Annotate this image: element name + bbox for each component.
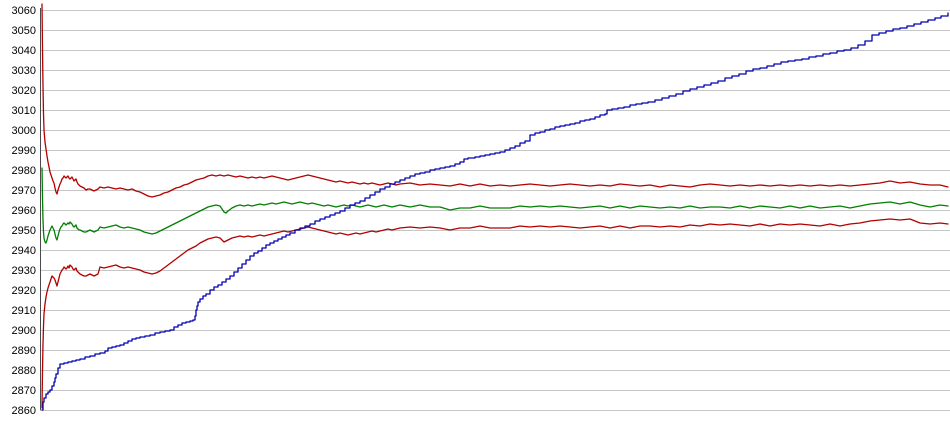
y-axis-tick-label: 2930 bbox=[12, 265, 36, 277]
y-axis-tick-label: 2880 bbox=[12, 365, 36, 377]
y-axis-tick-label: 2940 bbox=[12, 245, 36, 257]
series-cumulative-blue-line bbox=[41, 12, 949, 411]
y-axis-tick-label: 2980 bbox=[12, 165, 36, 177]
y-axis-tick-label: 2870 bbox=[12, 385, 36, 397]
series-mean-green-line bbox=[41, 167, 949, 244]
y-axis-tick-labels: 3060 3050 3040 3030 3020 3010 3000 2990 2980 2970… bbox=[12, 5, 36, 417]
y-axis-tick-label: 2970 bbox=[12, 185, 36, 197]
y-axis-tick-label: 2990 bbox=[12, 145, 36, 157]
y-axis-tick-label: 3050 bbox=[12, 25, 36, 37]
y-axis-tick-label: 2890 bbox=[12, 345, 36, 357]
y-axis-tick-label: 2860 bbox=[12, 405, 36, 417]
y-axis-tick-label: 3040 bbox=[12, 45, 36, 57]
y-axis-tick-label: 2920 bbox=[12, 285, 36, 297]
y-axis-tick-label: 3030 bbox=[12, 65, 36, 77]
y-axis-tick-label: 3020 bbox=[12, 85, 36, 97]
y-axis-tick-label: 3000 bbox=[12, 125, 36, 137]
series-lower-bound-red-line bbox=[41, 218, 949, 409]
y-axis-tick-label: 3010 bbox=[12, 105, 36, 117]
y-axis-tick-label: 3060 bbox=[12, 5, 36, 17]
y-axis-tick-label: 2900 bbox=[12, 325, 36, 337]
series-upper-bound-red-line bbox=[41, 3, 949, 198]
y-axis-tick-label: 2910 bbox=[12, 305, 36, 317]
gridlines bbox=[40, 10, 950, 411]
y-axis-tick-label: 2960 bbox=[12, 205, 36, 217]
y-axis-tick-label: 2950 bbox=[12, 225, 36, 237]
